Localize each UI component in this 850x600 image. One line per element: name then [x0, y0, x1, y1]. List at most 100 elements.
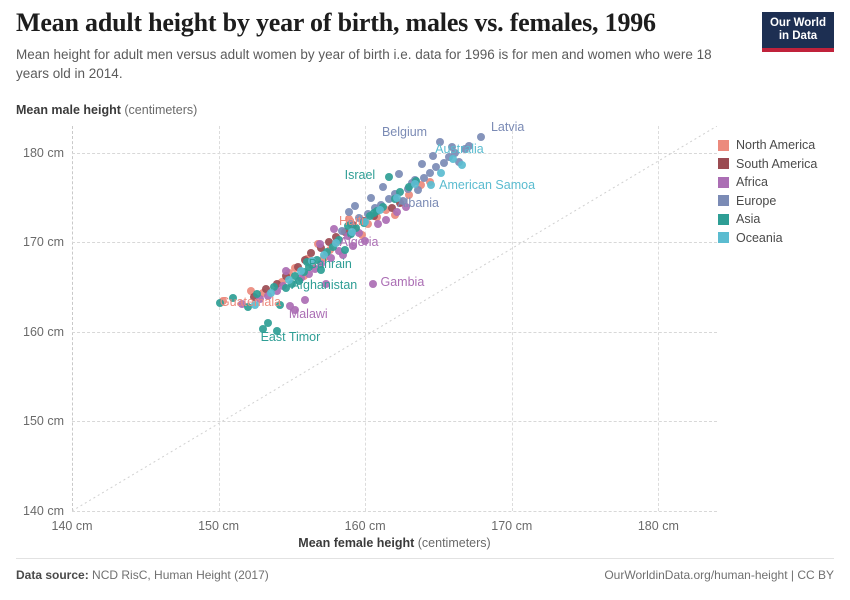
- scatter-point[interactable]: [243, 302, 252, 311]
- scatter-point[interactable]: [331, 239, 340, 248]
- scatter-point[interactable]: [311, 265, 320, 274]
- scatter-point[interactable]: [352, 224, 361, 233]
- scatter-point[interactable]: [416, 181, 425, 190]
- scatter-point[interactable]: [320, 250, 329, 259]
- scatter-point[interactable]: [264, 292, 273, 301]
- scatter-point[interactable]: [444, 153, 453, 162]
- scatter-point[interactable]: [384, 194, 393, 203]
- scatter-point[interactable]: [361, 236, 370, 245]
- scatter-point[interactable]: [381, 216, 390, 224]
- scatter-point[interactable]: [387, 204, 396, 213]
- legend-item[interactable]: North America: [718, 138, 836, 152]
- scatter-point[interactable]: [251, 301, 260, 310]
- scatter-point[interactable]: [393, 193, 402, 202]
- scatter-point[interactable]: [402, 203, 411, 212]
- scatter-point[interactable]: [252, 290, 261, 299]
- owid-logo[interactable]: Our World in Data: [762, 12, 834, 52]
- scatter-point[interactable]: [349, 241, 358, 250]
- legend-item[interactable]: South America: [718, 157, 836, 171]
- scatter-point[interactable]: [295, 276, 304, 285]
- legend-item[interactable]: Asia: [718, 212, 836, 226]
- scatter-point[interactable]: [435, 138, 444, 147]
- scatter-point[interactable]: [258, 325, 267, 334]
- attribution-link[interactable]: OurWorldinData.org/human-height | CC BY: [604, 568, 834, 582]
- scatter-point[interactable]: [384, 173, 393, 182]
- scatter-point[interactable]: [246, 286, 255, 295]
- scatter-point[interactable]: [305, 262, 314, 271]
- scatter-point[interactable]: [306, 249, 315, 258]
- scatter-point[interactable]: [393, 207, 402, 216]
- scatter-point[interactable]: [449, 155, 458, 164]
- scatter-point[interactable]: [302, 258, 311, 267]
- scatter-point[interactable]: [355, 229, 364, 238]
- scatter-point[interactable]: [381, 206, 390, 215]
- scatter-point[interactable]: [437, 168, 446, 177]
- scatter-point[interactable]: [413, 185, 422, 194]
- scatter-point[interactable]: [450, 148, 459, 157]
- scatter-point[interactable]: [369, 208, 378, 217]
- scatter-point[interactable]: [350, 201, 359, 210]
- scatter-point[interactable]: [367, 193, 376, 202]
- scatter-point[interactable]: [273, 327, 282, 336]
- scatter-point[interactable]: [425, 168, 434, 177]
- scatter-point[interactable]: [290, 306, 299, 315]
- scatter-point[interactable]: [345, 207, 354, 216]
- scatter-point[interactable]: [431, 163, 440, 172]
- scatter-point[interactable]: [301, 295, 310, 304]
- scatter-point[interactable]: [334, 247, 343, 256]
- scatter-point[interactable]: [465, 141, 474, 150]
- scatter-point[interactable]: [405, 182, 414, 191]
- scatter-point[interactable]: [258, 288, 267, 297]
- scatter-point[interactable]: [396, 188, 405, 197]
- scatter-point[interactable]: [296, 267, 305, 276]
- scatter-point[interactable]: [312, 256, 321, 265]
- scatter-point[interactable]: [287, 279, 296, 288]
- scatter-point[interactable]: [347, 227, 356, 236]
- scatter-point[interactable]: [264, 318, 273, 327]
- scatter-point[interactable]: [317, 259, 326, 268]
- scatter-point[interactable]: [321, 279, 330, 288]
- scatter-point[interactable]: [229, 293, 238, 302]
- scatter-point[interactable]: [405, 190, 414, 199]
- scatter-point[interactable]: [270, 283, 279, 292]
- scatter-point[interactable]: [440, 158, 449, 167]
- scatter-point[interactable]: [277, 277, 286, 286]
- scatter-point[interactable]: [427, 181, 436, 190]
- scatter-point[interactable]: [460, 145, 469, 154]
- scatter-point[interactable]: [368, 279, 377, 288]
- legend-item[interactable]: Africa: [718, 175, 836, 189]
- scatter-point[interactable]: [378, 182, 387, 191]
- scatter-point[interactable]: [418, 159, 427, 168]
- scatter-point[interactable]: [428, 152, 437, 161]
- scatter-point[interactable]: [375, 206, 384, 215]
- scatter-point[interactable]: [315, 240, 324, 249]
- scatter-point[interactable]: [339, 250, 348, 259]
- scatter-point[interactable]: [286, 301, 295, 310]
- scatter-point[interactable]: [476, 132, 485, 141]
- scatter-point[interactable]: [324, 238, 333, 247]
- scatter-point[interactable]: [345, 215, 354, 224]
- scatter-point[interactable]: [330, 224, 339, 233]
- scatter-point[interactable]: [340, 246, 349, 255]
- scatter-point[interactable]: [328, 242, 337, 251]
- scatter-point[interactable]: [282, 267, 291, 276]
- scatter-point[interactable]: [394, 170, 403, 179]
- scatter-point[interactable]: [361, 217, 370, 226]
- scatter-point[interactable]: [261, 284, 270, 293]
- legend-item[interactable]: Oceania: [718, 231, 836, 245]
- scatter-point[interactable]: [327, 253, 336, 262]
- scatter-point[interactable]: [447, 143, 456, 152]
- scatter-point[interactable]: [365, 212, 374, 221]
- scatter-point[interactable]: [308, 257, 317, 266]
- legend-item[interactable]: Europe: [718, 194, 836, 208]
- scatter-point[interactable]: [282, 284, 291, 293]
- scatter-point[interactable]: [399, 197, 408, 206]
- scatter-point[interactable]: [273, 286, 282, 295]
- scatter-point[interactable]: [457, 161, 466, 170]
- scatter-point[interactable]: [374, 220, 383, 229]
- scatter-point[interactable]: [411, 180, 420, 189]
- scatter-point[interactable]: [355, 214, 364, 223]
- scatter-point[interactable]: [305, 269, 314, 278]
- scatter-point[interactable]: [343, 222, 352, 231]
- scatter-point[interactable]: [337, 226, 346, 235]
